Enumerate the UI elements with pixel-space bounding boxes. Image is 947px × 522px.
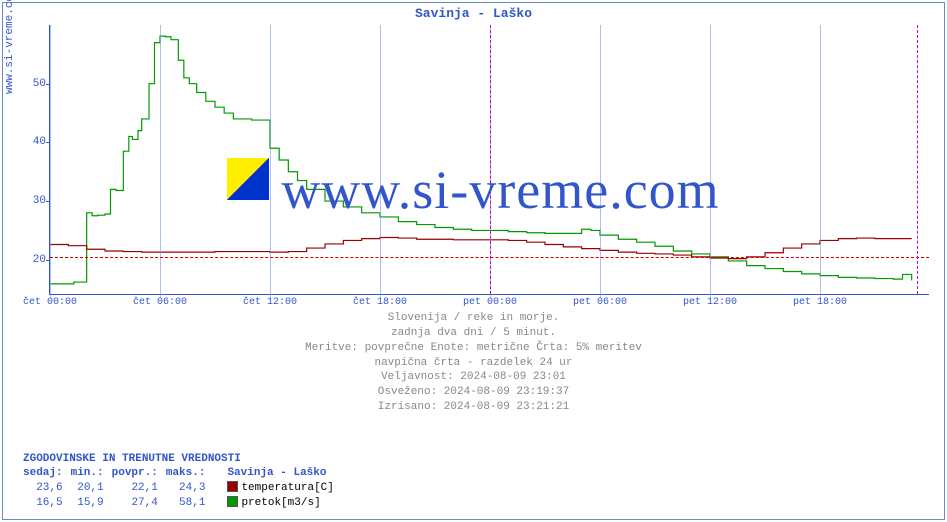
stats-table: ZGODOVINSKE IN TRENUTNE VREDNOSTI sedaj:…	[19, 452, 338, 511]
stats-block: ZGODOVINSKE IN TRENUTNE VREDNOSTI sedaj:…	[19, 452, 338, 511]
plot-area: 20304050čet 00:00čet 06:00čet 12:00čet 1…	[49, 25, 929, 295]
stat-value: 16,5	[19, 496, 67, 511]
legend-item: pretok[m3/s]	[217, 496, 337, 511]
legend-item: temperatura[C]	[217, 481, 337, 496]
legend-label: temperatura[C]	[241, 482, 333, 494]
legend-label: pretok[m3/s]	[241, 497, 320, 509]
day-divider	[917, 25, 918, 294]
xtick-label: čet 18:00	[353, 297, 407, 308]
stat-value: 27,4	[108, 496, 162, 511]
stats-header: min.:	[67, 466, 108, 481]
xtick-label: pet 12:00	[683, 297, 737, 308]
stats-header: sedaj:	[19, 466, 67, 481]
caption-line: Meritve: povprečne Enote: metrične Črta:…	[3, 341, 944, 356]
xtick-label: pet 06:00	[573, 297, 627, 308]
xtick-label: čet 12:00	[243, 297, 297, 308]
caption-line: Osveženo: 2024-08-09 23:19:37	[3, 385, 944, 400]
stat-value: 22,1	[108, 481, 162, 496]
caption-line: navpična črta - razdelek 24 ur	[3, 356, 944, 371]
series-pretok	[50, 36, 912, 284]
stats-station: Savinja - Laško	[217, 466, 337, 481]
chart-title: Savinja - Laško	[3, 6, 944, 21]
stat-value: 15,9	[67, 496, 108, 511]
legend-swatch	[227, 496, 238, 507]
stat-value: 23,6	[19, 481, 67, 496]
stats-header: maks.:	[162, 466, 210, 481]
caption-line: Izrisano: 2024-08-09 23:21:21	[3, 400, 944, 415]
table-row: 16,5 15,9 27,4 58,1 pretok[m3/s]	[19, 496, 338, 511]
stat-value: 58,1	[162, 496, 210, 511]
series-temperatura	[50, 237, 912, 258]
xtick-label: čet 00:00	[23, 297, 77, 308]
xtick-label: pet 00:00	[463, 297, 517, 308]
stats-header: povpr.:	[108, 466, 162, 481]
caption-block: Slovenija / reke in morje. zadnja dva dn…	[3, 311, 944, 415]
day-divider	[490, 25, 491, 294]
caption-line: zadnja dva dni / 5 minut.	[3, 326, 944, 341]
xtick-label: pet 18:00	[793, 297, 847, 308]
stat-value: 20,1	[67, 481, 108, 496]
caption-line: Veljavnost: 2024-08-09 23:01	[3, 370, 944, 385]
ytick-label: 50	[20, 78, 46, 90]
stat-value: 24,3	[162, 481, 210, 496]
legend-swatch	[227, 481, 238, 492]
y-axis-label: www.si-vreme.com	[4, 80, 16, 94]
ytick-label: 20	[20, 254, 46, 266]
caption-line: Slovenija / reke in morje.	[3, 311, 944, 326]
ytick-label: 40	[20, 136, 46, 148]
ytick-label: 30	[20, 195, 46, 207]
table-row: 23,6 20,1 22,1 24,3 temperatura[C]	[19, 481, 338, 496]
stats-title: ZGODOVINSKE IN TRENUTNE VREDNOSTI	[19, 452, 338, 467]
xtick-label: čet 06:00	[133, 297, 187, 308]
